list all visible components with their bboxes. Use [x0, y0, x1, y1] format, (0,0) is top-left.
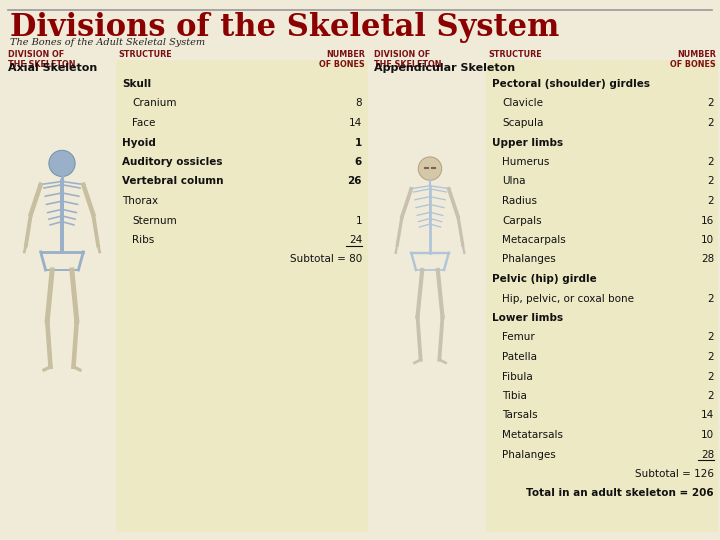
Text: NUMBER
OF BONES: NUMBER OF BONES [670, 50, 716, 70]
Text: 1: 1 [356, 215, 362, 226]
Text: Scapula: Scapula [502, 118, 544, 128]
Text: Thorax: Thorax [122, 196, 158, 206]
Text: Tarsals: Tarsals [502, 410, 538, 421]
Text: Face: Face [132, 118, 156, 128]
Text: 28: 28 [701, 254, 714, 265]
Text: NUMBER
OF BONES: NUMBER OF BONES [319, 50, 365, 70]
Text: 2: 2 [707, 177, 714, 186]
Text: Metacarpals: Metacarpals [502, 235, 566, 245]
Text: 2: 2 [707, 157, 714, 167]
Text: 10: 10 [701, 235, 714, 245]
Text: 26: 26 [348, 177, 362, 186]
Text: Auditory ossicles: Auditory ossicles [122, 157, 222, 167]
Text: Skull: Skull [122, 79, 151, 89]
Text: Patella: Patella [502, 352, 537, 362]
Text: Humerus: Humerus [502, 157, 549, 167]
Text: Metatarsals: Metatarsals [502, 430, 563, 440]
Text: Carpals: Carpals [502, 215, 541, 226]
Text: 16: 16 [701, 215, 714, 226]
Text: Pelvic (hip) girdle: Pelvic (hip) girdle [492, 274, 597, 284]
Text: DIVISION OF
THE SKELETON: DIVISION OF THE SKELETON [374, 50, 441, 70]
Text: 2: 2 [707, 118, 714, 128]
Text: The Bones of the Adult Skeletal System: The Bones of the Adult Skeletal System [10, 38, 205, 47]
Text: 2: 2 [707, 352, 714, 362]
Text: Tibia: Tibia [502, 391, 527, 401]
Text: Lower limbs: Lower limbs [492, 313, 563, 323]
Text: Appendicular Skeleton: Appendicular Skeleton [374, 63, 515, 73]
Text: Phalanges: Phalanges [502, 254, 556, 265]
Text: 2: 2 [707, 372, 714, 381]
Text: 14: 14 [348, 118, 362, 128]
Text: Axial Skeleton: Axial Skeleton [8, 63, 97, 73]
FancyBboxPatch shape [486, 60, 718, 532]
Text: 8: 8 [356, 98, 362, 109]
Text: Fibula: Fibula [502, 372, 533, 381]
Text: Phalanges: Phalanges [502, 449, 556, 460]
Text: Sternum: Sternum [132, 215, 176, 226]
Text: 1: 1 [355, 138, 362, 147]
Circle shape [49, 150, 75, 177]
Circle shape [418, 157, 441, 180]
Text: Cranium: Cranium [132, 98, 176, 109]
Text: DIVISION OF
THE SKELETON: DIVISION OF THE SKELETON [8, 50, 76, 70]
Text: Hip, pelvic, or coxal bone: Hip, pelvic, or coxal bone [502, 294, 634, 303]
Text: Ulna: Ulna [502, 177, 526, 186]
Text: 2: 2 [707, 333, 714, 342]
Text: Femur: Femur [502, 333, 535, 342]
Text: Hyoid: Hyoid [122, 138, 156, 147]
Text: Divisions of the Skeletal System: Divisions of the Skeletal System [10, 12, 559, 43]
Text: 2: 2 [707, 391, 714, 401]
Text: 28: 28 [701, 449, 714, 460]
Text: 14: 14 [701, 410, 714, 421]
Text: Pectoral (shoulder) girdles: Pectoral (shoulder) girdles [492, 79, 650, 89]
Text: Total in an adult skeleton = 206: Total in an adult skeleton = 206 [526, 489, 714, 498]
Text: 6: 6 [355, 157, 362, 167]
FancyBboxPatch shape [116, 60, 368, 532]
Text: Clavicle: Clavicle [502, 98, 543, 109]
Text: Subtotal = 80: Subtotal = 80 [289, 254, 362, 265]
Text: STRUCTURE: STRUCTURE [118, 50, 171, 59]
Text: 2: 2 [707, 98, 714, 109]
Text: 2: 2 [707, 294, 714, 303]
Text: 2: 2 [707, 196, 714, 206]
Text: Subtotal = 126: Subtotal = 126 [635, 469, 714, 479]
Text: Radius: Radius [502, 196, 537, 206]
Text: Vertebral column: Vertebral column [122, 177, 223, 186]
Text: Ribs: Ribs [132, 235, 154, 245]
Text: STRUCTURE: STRUCTURE [488, 50, 541, 59]
Text: 24: 24 [348, 235, 362, 245]
Text: Upper limbs: Upper limbs [492, 138, 563, 147]
Text: 10: 10 [701, 430, 714, 440]
